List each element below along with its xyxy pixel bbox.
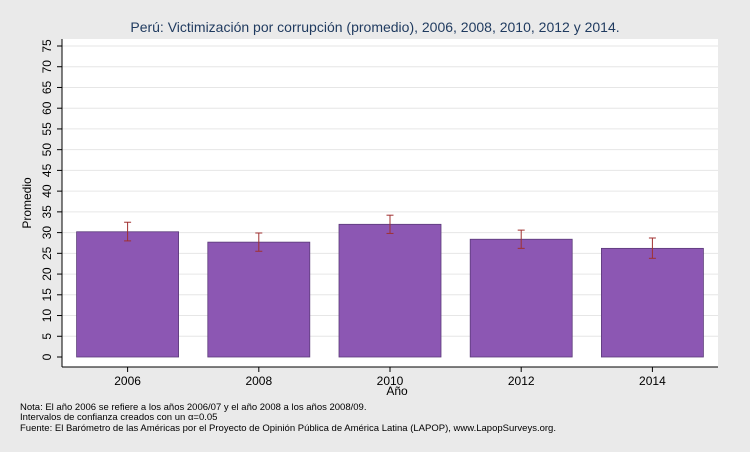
y-tick-label: 45 <box>40 163 54 177</box>
y-tick-label: 50 <box>40 143 54 157</box>
error-bars <box>124 214 656 259</box>
bar <box>76 231 179 358</box>
y-tick-label: 55 <box>40 122 54 136</box>
y-tick-label: 0 <box>40 353 54 360</box>
y-tick-label: 15 <box>40 288 54 302</box>
x-ticks: 2006 2008 2010 2012 2014 <box>114 367 666 388</box>
bar <box>207 241 311 358</box>
y-tick-label: 5 <box>40 333 54 340</box>
y-tick-label: 35 <box>40 205 54 219</box>
y-tick-label: 65 <box>40 80 54 94</box>
x-tick-label: 2010 <box>377 374 404 388</box>
note-line-1: Nota: El año 2006 se refiere a los años … <box>20 402 366 413</box>
x-tick-label: 2006 <box>114 374 141 388</box>
y-tick-label: 10 <box>40 309 54 323</box>
y-tick-label: 25 <box>40 246 54 260</box>
y-tick-label: 60 <box>40 101 54 115</box>
bars <box>76 223 704 358</box>
x-tick-label: 2014 <box>639 374 666 388</box>
x-tick-label: 2008 <box>245 374 272 388</box>
error-bar <box>255 232 263 252</box>
y-tick-label: 20 <box>40 267 54 281</box>
y-ticks: 0 5 10 15 20 25 30 35 40 45 50 55 60 65 70 75 <box>40 39 62 360</box>
error-bar <box>386 214 394 234</box>
y-tick-label: 75 <box>40 39 54 53</box>
note-line-3: Fuente: El Barómetro de las Américas por… <box>20 423 556 434</box>
y-tick-label: 30 <box>40 226 54 240</box>
bar <box>469 238 573 358</box>
error-bar <box>517 229 525 249</box>
x-tick-label: 2012 <box>508 374 535 388</box>
bar <box>601 247 704 358</box>
x-axis-label: Año <box>386 384 408 398</box>
y-tick-label: 40 <box>40 184 54 198</box>
error-bar <box>124 221 132 242</box>
note-line-2: Intervalos de confianza creados con un α… <box>20 412 217 423</box>
bar <box>338 223 442 358</box>
error-bar <box>648 237 656 259</box>
chart-title: Perú: Victimización por corrupción (prom… <box>130 19 619 35</box>
y-axis-label: Promedio <box>20 177 34 229</box>
y-tick-label: 70 <box>40 60 54 74</box>
